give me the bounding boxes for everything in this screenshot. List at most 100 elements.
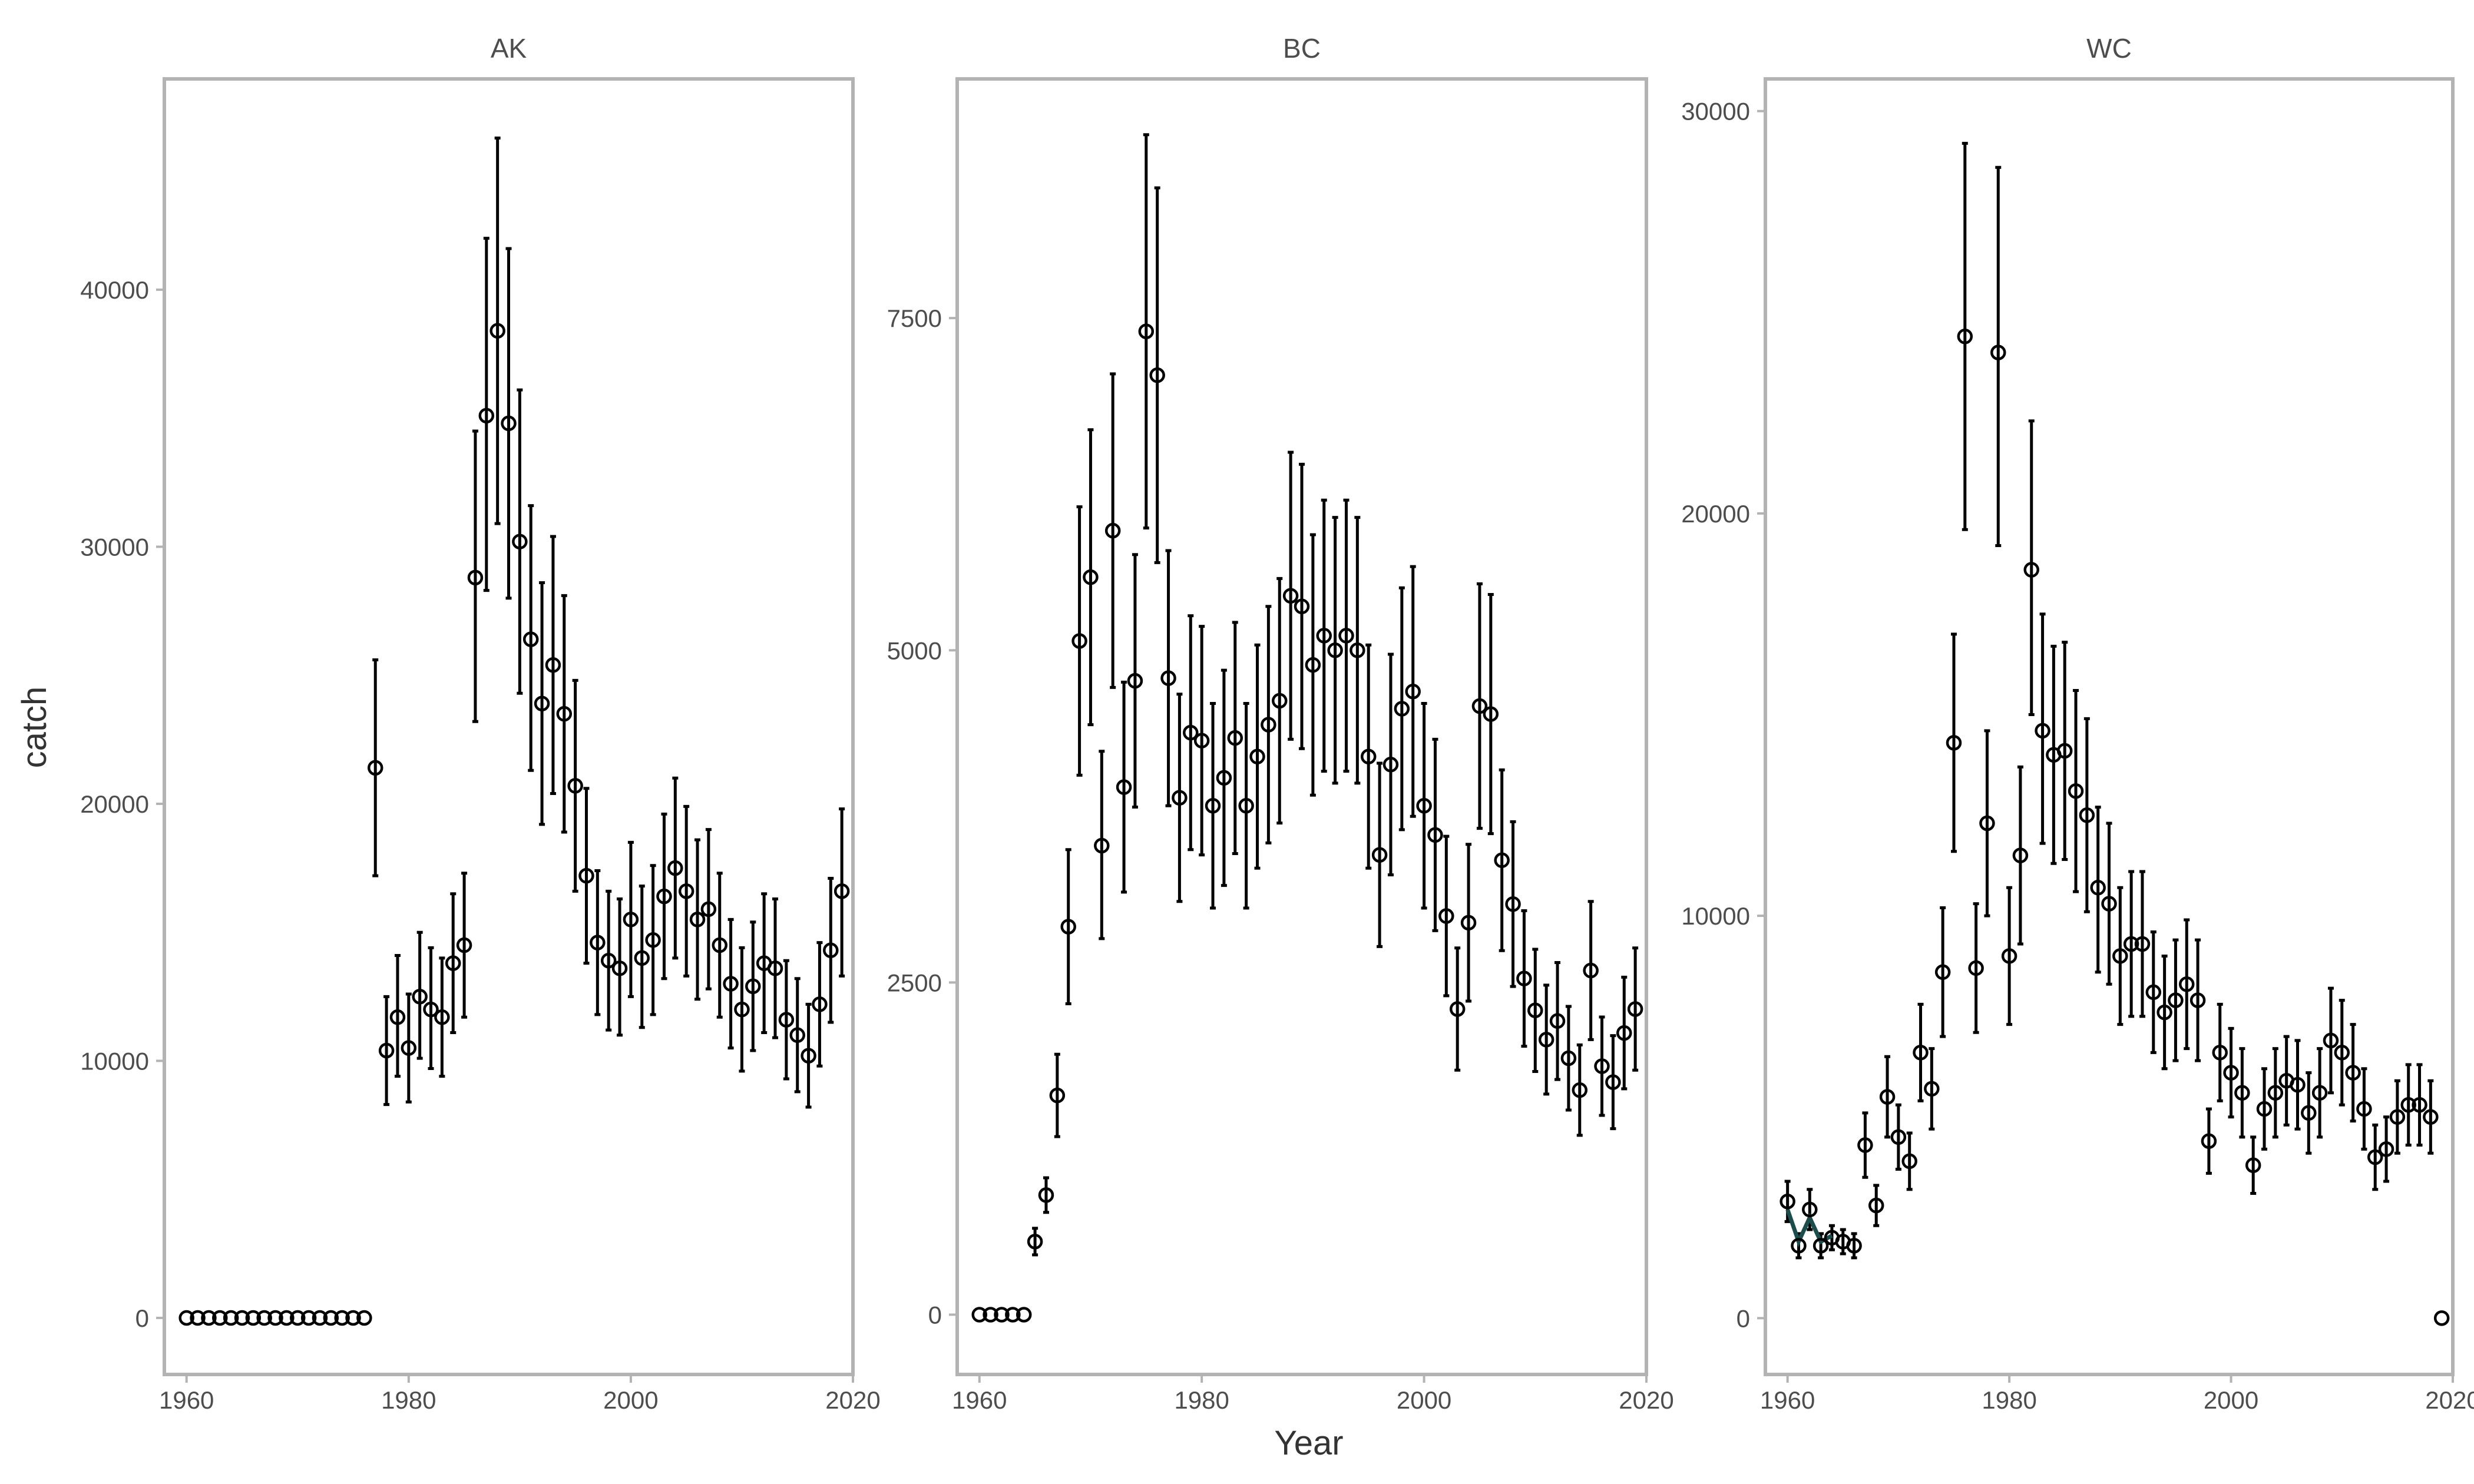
data-point	[971, 1307, 987, 1323]
error-bar	[1087, 428, 1094, 727]
data-point	[1127, 673, 1143, 689]
panel-border	[955, 77, 1648, 1376]
data-point	[1249, 748, 1265, 765]
data-point	[656, 888, 672, 905]
error-bar	[1299, 462, 1305, 750]
error-bar	[805, 1002, 812, 1109]
data-point	[445, 955, 461, 971]
data-point	[1846, 1238, 1862, 1254]
y-tick-label: 10000	[80, 1047, 149, 1075]
error-bar	[539, 581, 545, 826]
error-bar	[405, 992, 412, 1104]
error-bar	[727, 917, 734, 1050]
data-point	[1901, 1153, 1917, 1170]
data-point	[356, 1310, 372, 1326]
data-point	[1890, 1129, 1907, 1145]
error-bar	[2062, 641, 2068, 861]
error-bar	[572, 678, 578, 893]
y-tick-label: 0	[135, 1304, 149, 1332]
error-bar	[783, 959, 789, 1081]
data-point	[611, 960, 628, 976]
error-bar	[2117, 886, 2124, 1026]
data-point	[378, 1042, 395, 1059]
error-bar	[428, 946, 434, 1071]
error-bar	[794, 977, 801, 1094]
error-bar	[2405, 1063, 2412, 1147]
error-bar	[2339, 999, 2345, 1107]
error-bar	[1995, 165, 2002, 548]
error-bar	[2006, 886, 2013, 1026]
facet-panel-ak: AK 1960 1980 2000 2020 0 10000 20000 30000 40000	[80, 33, 881, 1414]
error-bar	[2150, 930, 2157, 1054]
error-bar	[1432, 737, 1438, 932]
data-point	[2400, 1097, 2416, 1113]
error-bar	[694, 838, 701, 1001]
error-bar	[772, 897, 779, 1039]
error-bar	[761, 892, 768, 1034]
data-point	[300, 1310, 317, 1326]
x-tick-label: 2020	[825, 1386, 880, 1414]
error-bar	[2261, 1067, 2268, 1151]
error-bar	[1466, 843, 1472, 1003]
error-bar	[2416, 1063, 2423, 1147]
facet-panel-wc: WC 1960 1980 2000 2020 0 10000 20000 30000	[1681, 33, 2474, 1414]
error-bar	[1076, 505, 1083, 777]
data-point	[2101, 896, 2117, 912]
data-point	[1294, 598, 1310, 615]
error-bar	[1265, 605, 1272, 844]
data-point	[1049, 1087, 1066, 1104]
data-point	[1183, 724, 1199, 741]
data-point	[245, 1310, 262, 1326]
error-bar	[1132, 553, 1138, 809]
error-bar	[461, 872, 468, 1019]
error-bar	[472, 429, 478, 723]
data-point	[2212, 1045, 2228, 1061]
data-point	[1193, 733, 1210, 748]
error-bar	[1873, 1184, 1880, 1227]
error-bar	[2050, 644, 2057, 865]
data-point	[1172, 790, 1188, 806]
data-point	[1427, 827, 1443, 843]
data-point	[1868, 1197, 1884, 1214]
data-point	[1572, 1082, 1588, 1098]
y-tick-label: 0	[928, 1301, 942, 1329]
data-point	[778, 1012, 795, 1028]
error-bar	[672, 776, 679, 960]
error-bar	[661, 812, 667, 980]
error-bar	[550, 535, 556, 795]
error-bar	[1276, 577, 1283, 825]
error-bar	[1929, 1047, 1935, 1131]
error-bar	[583, 787, 590, 965]
error-bar	[1610, 1034, 1616, 1131]
error-bar	[1410, 565, 1416, 818]
error-bar	[528, 504, 534, 772]
error-bar	[2317, 1047, 2323, 1139]
data-point	[1516, 970, 1532, 986]
data-point	[2157, 1004, 2172, 1021]
data-point	[767, 960, 783, 976]
error-bar	[606, 889, 612, 1032]
data-point	[1327, 642, 1343, 658]
error-bar	[561, 594, 567, 834]
error-bar	[2217, 1002, 2223, 1102]
data-point	[1627, 1001, 1643, 1017]
error-bar	[1143, 133, 1149, 530]
error-bar	[1895, 1103, 1901, 1171]
error-bar	[1973, 902, 1979, 1034]
error-bar	[750, 920, 756, 1052]
error-bar	[1154, 186, 1160, 564]
error-bar	[1043, 1176, 1049, 1214]
facet-panel-bc: BC 1960 1980 2000 2020 0 2500 5000 7500	[887, 33, 1674, 1414]
error-bar	[1499, 768, 1505, 952]
data-point	[1979, 815, 1995, 832]
error-bar	[1032, 1227, 1038, 1257]
error-bar	[1884, 1055, 1891, 1139]
data-point	[1305, 657, 1321, 673]
error-bar	[2361, 1067, 2367, 1151]
x-tick-label: 2000	[2204, 1386, 2258, 1414]
error-bar	[1332, 516, 1338, 785]
error-bar	[1309, 533, 1316, 797]
error-bar	[1365, 643, 1372, 870]
data-point	[1338, 628, 1354, 644]
y-tick-label: 0	[1737, 1304, 1750, 1332]
